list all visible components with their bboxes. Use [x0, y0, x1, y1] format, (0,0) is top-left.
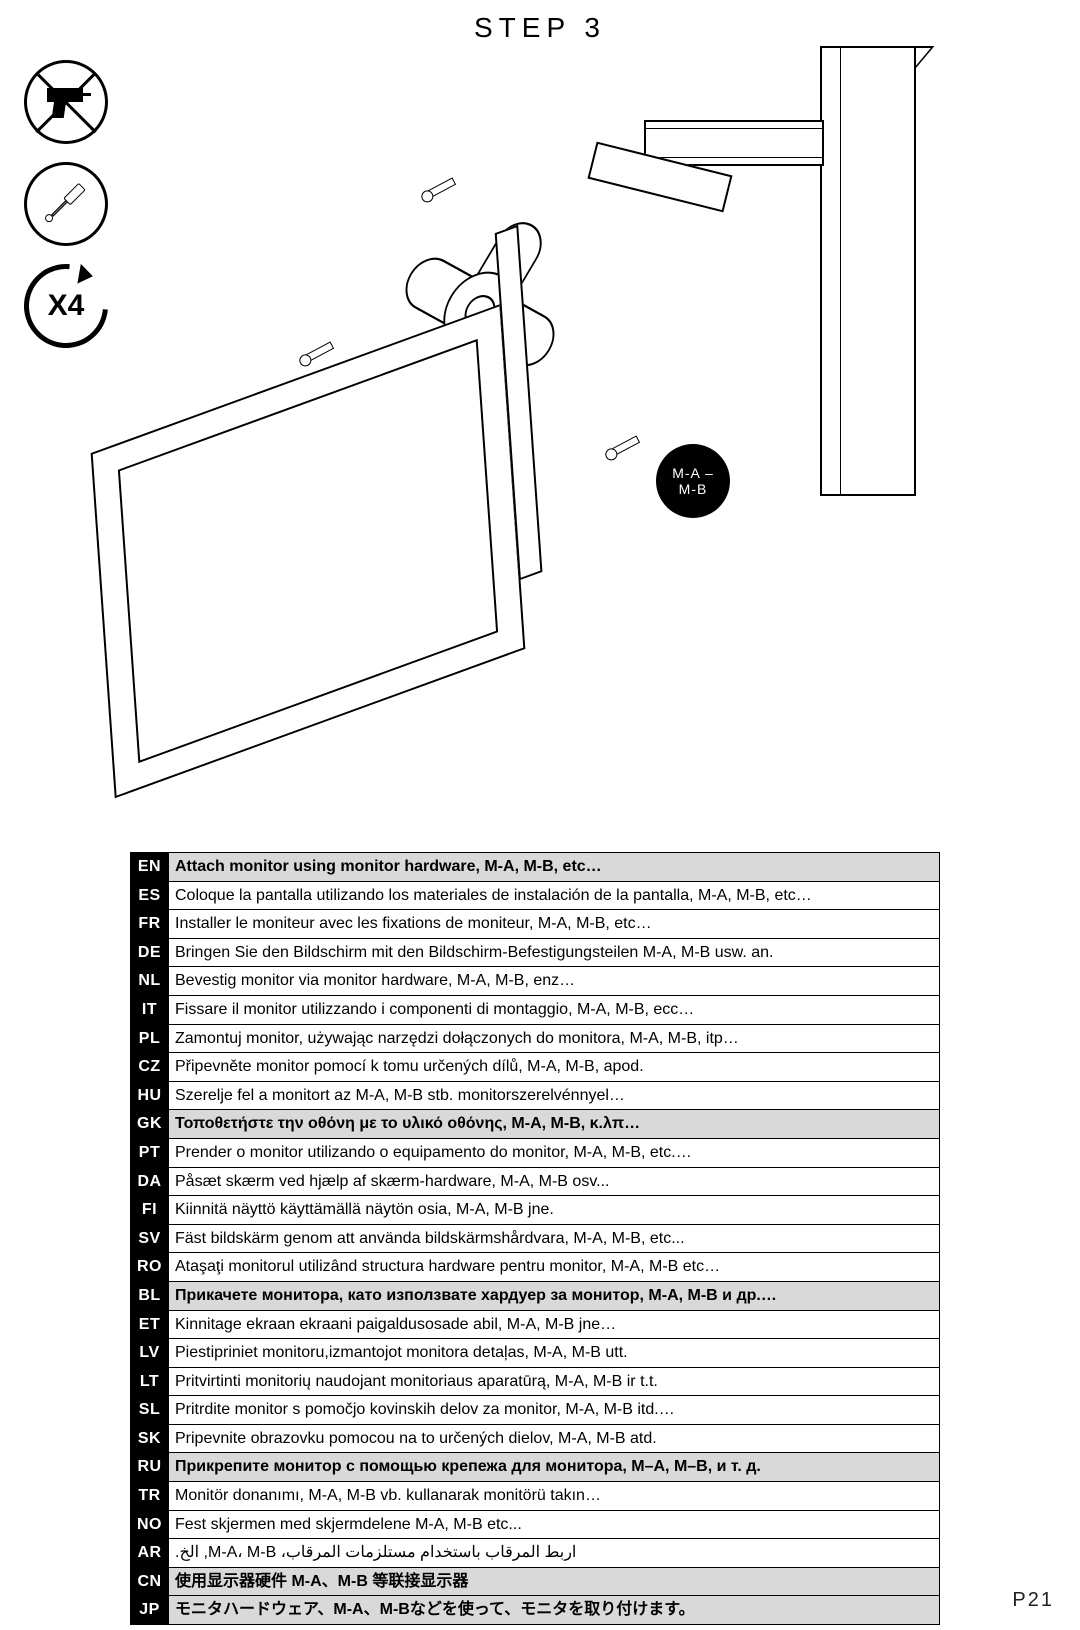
instruction-text: Monitör donanımı, M-A, M-B vb. kullanara… — [169, 1482, 940, 1511]
hardware-callout: M-A – M-B — [656, 444, 730, 518]
lang-code: JP — [131, 1596, 169, 1625]
lang-code: ET — [131, 1310, 169, 1339]
table-row: FRInstaller le moniteur avec les fixatio… — [131, 910, 940, 939]
table-row: NOFest skjermen med skjermdelene M-A, M-… — [131, 1510, 940, 1539]
instruction-text: Coloque la pantalla utilizando los mater… — [169, 881, 940, 910]
instruction-text: Pritrdite monitor s pomočjo kovinskih de… — [169, 1396, 940, 1425]
screwdriver-icon — [29, 167, 103, 241]
instruction-table: ENAttach monitor using monitor hardware,… — [130, 852, 940, 1625]
lang-code: TR — [131, 1482, 169, 1511]
instruction-text: Attach monitor using monitor hardware, M… — [169, 853, 940, 882]
table-row: ROAtaşaţi monitorul utilizând structura … — [131, 1253, 940, 1282]
instruction-text: Pripevnite obrazovku pomocou na to určen… — [169, 1424, 940, 1453]
table-row: BLПрикачете монитора, като използвате ха… — [131, 1281, 940, 1310]
table-row: CZPřipevněte monitor pomocí k tomu určen… — [131, 1053, 940, 1082]
instruction-text: Připevněte monitor pomocí k tomu určenýc… — [169, 1053, 940, 1082]
table-row: ENAttach monitor using monitor hardware,… — [131, 853, 940, 882]
lang-code: ES — [131, 881, 169, 910]
instruction-text: Szerelje fel a monitort az M-A, M-B stb.… — [169, 1081, 940, 1110]
lang-code: NO — [131, 1510, 169, 1539]
lang-code: IT — [131, 995, 169, 1024]
lang-code: AR — [131, 1539, 169, 1568]
table-row: PTPrender o monitor utilizando o equipam… — [131, 1138, 940, 1167]
instruction-text: Bevestig monitor via monitor hardware, M… — [169, 967, 940, 996]
instruction-text: Fäst bildskärm genom att använda bildskä… — [169, 1224, 940, 1253]
step-title: STEP 3 — [0, 12, 1080, 44]
instruction-text: Прикачете монитора, като използвате хард… — [169, 1281, 940, 1310]
side-icon-column: X4 — [24, 60, 108, 348]
monitor-outline — [91, 304, 526, 799]
table-row: FIKiinnitä näyttö käyttämällä näytön osi… — [131, 1196, 940, 1225]
instruction-text: Kiinnitä näyttö käyttämällä näytön osia,… — [169, 1196, 940, 1225]
repeat-x4-icon: X4 — [24, 264, 108, 348]
page-number: P21 — [1012, 1589, 1054, 1612]
table-row: DEBringen Sie den Bildschirm mit den Bil… — [131, 938, 940, 967]
table-row: DAPåsæt skærm ved hjælp af skærm-hardwar… — [131, 1167, 940, 1196]
instruction-text: Zamontuj monitor, używając narzędzi dołą… — [169, 1024, 940, 1053]
instruction-text: Pritvirtinti monitorių naudojant monitor… — [169, 1367, 940, 1396]
lang-code: DE — [131, 938, 169, 967]
use-screwdriver-icon — [24, 162, 108, 246]
lang-code: LV — [131, 1339, 169, 1368]
lang-code: CZ — [131, 1053, 169, 1082]
table-row: CN使用显示器硬件 M-A、M-B 等联接显示器 — [131, 1567, 940, 1596]
screw-icon — [610, 435, 640, 456]
table-row: GKΤοποθετήστε την οθόνη με το υλικό οθόν… — [131, 1110, 940, 1139]
lang-code: SV — [131, 1224, 169, 1253]
instruction-text: Installer le moniteur avec les fixations… — [169, 910, 940, 939]
table-row: JPモニタハードウェア、M-A、M-Bなどを使って、モニタを取り付けます。 — [131, 1596, 940, 1625]
lang-code: PT — [131, 1138, 169, 1167]
instruction-text: Fest skjermen med skjermdelene M-A, M-B … — [169, 1510, 940, 1539]
lang-code: DA — [131, 1167, 169, 1196]
table-row: SKPripevnite obrazovku pomocou na to urč… — [131, 1424, 940, 1453]
table-row: PLZamontuj monitor, używając narzędzi do… — [131, 1024, 940, 1053]
lang-code: RU — [131, 1453, 169, 1482]
lang-code: FR — [131, 910, 169, 939]
instruction-text: 使用显示器硬件 M-A、M-B 等联接显示器 — [169, 1567, 940, 1596]
table-row: ITFissare il monitor utilizzando i compo… — [131, 995, 940, 1024]
lang-code: NL — [131, 967, 169, 996]
table-row: ARاربط المرقاب باستخدام مستلزمات المرقاب… — [131, 1539, 940, 1568]
instruction-text: Kinnitage ekraan ekraani paigaldusosade … — [169, 1310, 940, 1339]
table-row: LTPritvirtinti monitorių naudojant monit… — [131, 1367, 940, 1396]
lang-code: GK — [131, 1110, 169, 1139]
drill-icon — [45, 86, 87, 118]
table-row: NLBevestig monitor via monitor hardware,… — [131, 967, 940, 996]
lang-code: BL — [131, 1281, 169, 1310]
instruction-text: Prender o monitor utilizando o equipamen… — [169, 1138, 940, 1167]
callout-line1: M-A – — [672, 465, 714, 481]
instruction-text: モニタハードウェア、M-A、M-Bなどを使って、モニタを取り付けます。 — [169, 1596, 940, 1625]
table-row: TRMonitör donanımı, M-A, M-B vb. kullana… — [131, 1482, 940, 1511]
callout-line2: M-B — [679, 481, 708, 497]
lang-code: FI — [131, 1196, 169, 1225]
table-row: HUSzerelje fel a monitort az M-A, M-B st… — [131, 1081, 940, 1110]
assembly-diagram: X4 M-A – M-B — [0, 52, 1080, 832]
wall-panel — [820, 46, 916, 496]
instruction-text: Τοποθετήστε την οθόνη με το υλικό οθόνης… — [169, 1110, 940, 1139]
lang-code: SK — [131, 1424, 169, 1453]
table-row: SLPritrdite monitor s pomočjo kovinskih … — [131, 1396, 940, 1425]
instruction-text: Påsæt skærm ved hjælp af skærm-hardware,… — [169, 1167, 940, 1196]
lang-code: RO — [131, 1253, 169, 1282]
table-row: ESColoque la pantalla utilizando los mat… — [131, 881, 940, 910]
table-row: LVPiestipriniet monitoru,izmantojot moni… — [131, 1339, 940, 1368]
instruction-text: Прикрепите монитор с помощью крепежа для… — [169, 1453, 940, 1482]
table-row: ETKinnitage ekraan ekraani paigaldusosad… — [131, 1310, 940, 1339]
instruction-text: Piestipriniet monitoru,izmantojot monito… — [169, 1339, 940, 1368]
instruction-text: اربط المرقاب باستخدام مستلزمات المرقاب، … — [169, 1539, 940, 1568]
lang-code: HU — [131, 1081, 169, 1110]
lang-code: SL — [131, 1396, 169, 1425]
table-row: SVFäst bildskärm genom att använda bilds… — [131, 1224, 940, 1253]
screw-icon — [304, 341, 334, 362]
no-power-drill-icon — [24, 60, 108, 144]
table-row: RUПрикрепите монитор с помощью крепежа д… — [131, 1453, 940, 1482]
instruction-text: Ataşaţi monitorul utilizând structura ha… — [169, 1253, 940, 1282]
lang-code: PL — [131, 1024, 169, 1053]
lang-code: CN — [131, 1567, 169, 1596]
lang-code: EN — [131, 853, 169, 882]
lang-code: LT — [131, 1367, 169, 1396]
instruction-text: Bringen Sie den Bildschirm mit den Bilds… — [169, 938, 940, 967]
mount-arm-upper — [644, 120, 824, 166]
instruction-text: Fissare il monitor utilizzando i compone… — [169, 995, 940, 1024]
